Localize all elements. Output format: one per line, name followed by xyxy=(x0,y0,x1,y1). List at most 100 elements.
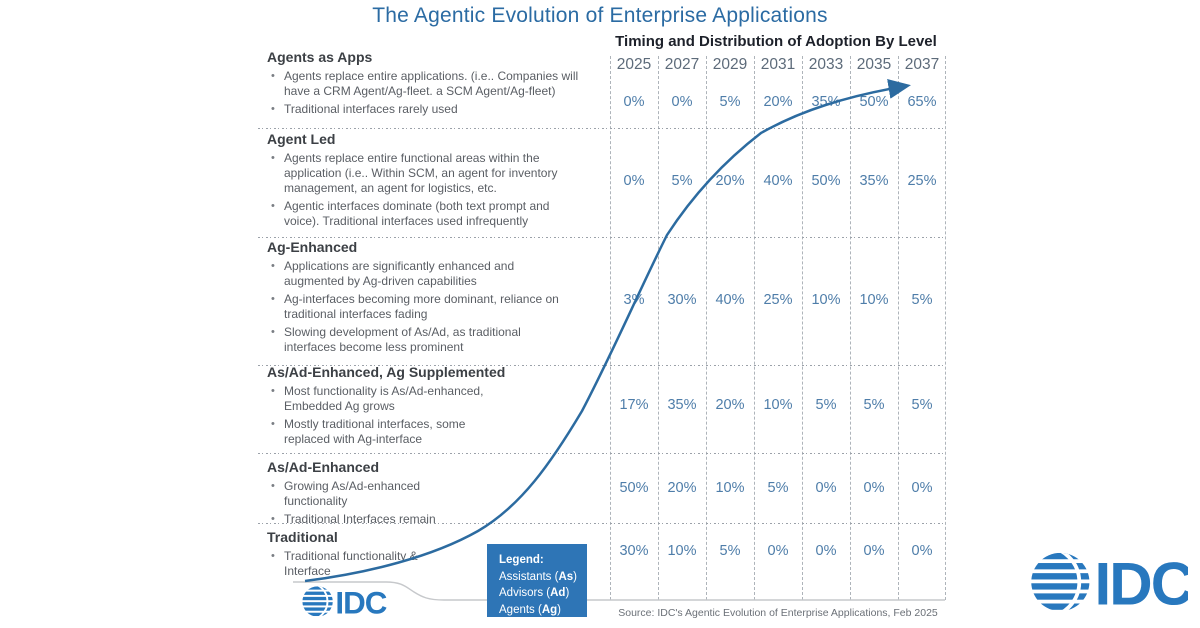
value-row-agents-as-apps: 0% 0% 5% 20% 35% 50% 65% xyxy=(610,94,946,110)
adoption-value: 0% xyxy=(815,480,837,496)
level-title: As/Ad-Enhanced xyxy=(267,459,380,475)
legend-box: Legend: Assistants (As) Advisors (Ad) Ag… xyxy=(487,544,587,617)
level-section-as-ad-enhanced-ag-supplemented: As/Ad-Enhanced, Ag Supplemented Most fun… xyxy=(267,363,507,450)
source-note: Source: IDC's Agentic Evolution of Enter… xyxy=(618,607,938,619)
adoption-value: 10% xyxy=(811,292,841,308)
adoption-value: 40% xyxy=(763,173,793,189)
adoption-value: 35% xyxy=(859,173,889,189)
level-bullets: Traditional functionality & Interface xyxy=(267,549,437,579)
bullet-item: Agentic interfaces dominate (both text p… xyxy=(267,199,579,229)
year-label: 2025 xyxy=(616,56,652,73)
adoption-value: 50% xyxy=(619,480,649,496)
year-label: 2027 xyxy=(664,56,700,73)
adoption-value: 10% xyxy=(667,543,697,559)
adoption-value: 10% xyxy=(715,480,745,496)
idc-globe-icon xyxy=(302,586,333,617)
adoption-value: 5% xyxy=(671,173,693,189)
adoption-value: 0% xyxy=(911,543,933,559)
adoption-value: 40% xyxy=(715,292,745,308)
level-section-as-ad-enhanced: As/Ad-Enhanced Growing As/Ad-enhanced fu… xyxy=(267,458,467,530)
level-section-agents-as-apps: Agents as Apps Agents replace entire app… xyxy=(267,48,597,120)
bullet-item: Agents replace entire applications. (i.e… xyxy=(267,69,597,99)
column-separator xyxy=(706,56,707,600)
adoption-value: 5% xyxy=(911,397,933,413)
adoption-value: 65% xyxy=(907,94,937,110)
adoption-value: 5% xyxy=(815,397,837,413)
level-title: Agent Led xyxy=(267,131,336,147)
year-label: 2037 xyxy=(904,56,940,73)
value-row-as-ad-enhanced: 50% 20% 10% 5% 0% 0% 0% xyxy=(610,480,946,496)
adoption-value: 5% xyxy=(767,480,789,496)
idc-logo-text: IDC xyxy=(335,585,386,618)
adoption-value: 0% xyxy=(623,94,645,110)
adoption-value: 10% xyxy=(763,397,793,413)
adoption-value: 50% xyxy=(859,94,889,110)
row-separator xyxy=(258,452,946,455)
adoption-value: 35% xyxy=(811,94,841,110)
page-title: The Agentic Evolution of Enterprise Appl… xyxy=(372,4,828,27)
value-row-as-ad-enhanced-ag-supplemented: 17% 35% 20% 10% 5% 5% 5% xyxy=(610,397,946,413)
year-label: 2031 xyxy=(760,56,796,73)
adoption-value: 0% xyxy=(863,543,885,559)
table-subtitle: Timing and Distribution of Adoption By L… xyxy=(615,33,937,50)
idc-logo: IDC xyxy=(1031,551,1188,615)
level-bullets: Agents replace entire functional areas w… xyxy=(267,151,579,229)
level-bullets: Growing As/Ad-enhanced functionality Tra… xyxy=(267,479,467,527)
level-title: As/Ad-Enhanced, Ag Supplemented xyxy=(267,364,506,380)
idc-logo-text: IDC xyxy=(1094,551,1188,615)
level-title: Traditional xyxy=(267,529,338,545)
bullet-item: Slowing development of As/Ad, as traditi… xyxy=(267,325,565,355)
value-row-ag-enhanced: 3% 30% 40% 25% 10% 10% 5% xyxy=(610,292,946,308)
adoption-value: 17% xyxy=(619,397,649,413)
adoption-value: 5% xyxy=(719,543,741,559)
adoption-value: 30% xyxy=(667,292,697,308)
bullet-item: Traditional Interfaces remain xyxy=(267,512,467,527)
level-bullets: Most functionality is As/Ad-enhanced, Em… xyxy=(267,384,507,447)
adoption-value: 3% xyxy=(623,292,645,308)
level-section-ag-enhanced: Ag-Enhanced Applications are significant… xyxy=(267,238,565,358)
level-bullets: Agents replace entire applications. (i.e… xyxy=(267,69,597,117)
adoption-value: 20% xyxy=(715,173,745,189)
legend-title: Legend: xyxy=(499,554,544,566)
bullet-item: Traditional functionality & Interface xyxy=(267,549,437,579)
adoption-value: 5% xyxy=(911,292,933,308)
value-row-traditional: 30% 10% 5% 0% 0% 0% 0% xyxy=(610,543,946,559)
column-separator xyxy=(850,56,851,600)
bullet-item: Ag-interfaces becoming more dominant, re… xyxy=(267,292,565,322)
idc-logo: IDC xyxy=(302,585,388,618)
column-separator xyxy=(610,56,611,600)
bullet-item: Traditional interfaces rarely used xyxy=(267,102,597,117)
bullet-item: Growing As/Ad-enhanced functionality xyxy=(267,479,467,509)
year-label: 2029 xyxy=(712,56,748,73)
legend-item-advisors: Advisors (Ad) xyxy=(499,587,570,599)
adoption-value: 0% xyxy=(767,543,789,559)
level-title: Agents as Apps xyxy=(267,49,373,65)
adoption-value: 5% xyxy=(719,94,741,110)
column-separator xyxy=(754,56,755,600)
column-separator xyxy=(898,56,899,600)
adoption-value: 20% xyxy=(667,480,697,496)
adoption-value: 0% xyxy=(911,480,933,496)
column-separator xyxy=(802,56,803,600)
adoption-value: 25% xyxy=(763,292,793,308)
idc-globe-icon xyxy=(1031,552,1090,612)
adoption-value: 25% xyxy=(907,173,937,189)
adoption-value: 0% xyxy=(863,480,885,496)
bullet-item: Most functionality is As/Ad-enhanced, Em… xyxy=(267,384,507,414)
adoption-value: 0% xyxy=(623,173,645,189)
level-section-agent-led: Agent Led Agents replace entire function… xyxy=(267,130,579,232)
value-row-agent-led: 0% 5% 20% 40% 50% 35% 25% xyxy=(610,173,946,189)
legend-item-assistants: Assistants (As) xyxy=(499,570,577,583)
adoption-value: 0% xyxy=(815,543,837,559)
legend-item-agents: Agents (Ag) xyxy=(499,603,562,616)
year-label: 2033 xyxy=(808,56,844,73)
adoption-value: 0% xyxy=(671,94,693,110)
column-separator xyxy=(658,56,659,600)
bullet-item: Mostly traditional interfaces, some repl… xyxy=(267,417,507,447)
column-separator xyxy=(945,56,946,600)
adoption-value: 10% xyxy=(859,292,889,308)
level-title: Ag-Enhanced xyxy=(267,239,358,255)
year-header-row: 2025 2027 2029 2031 2033 2035 2037 xyxy=(610,56,946,74)
adoption-value: 20% xyxy=(715,397,745,413)
